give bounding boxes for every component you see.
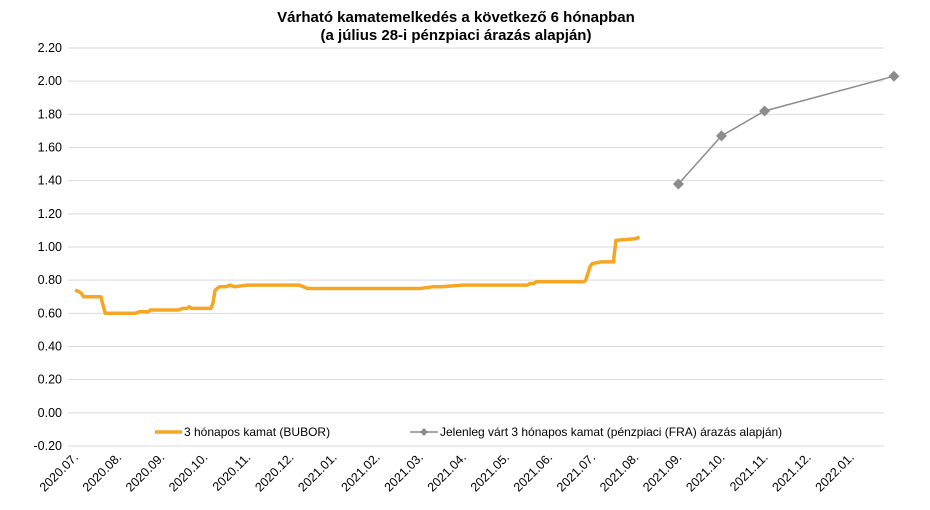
x-tick-label: 2022.01. xyxy=(813,450,857,494)
gridlines xyxy=(68,47,884,447)
y-tick-label: 2.20 xyxy=(38,41,62,55)
data-point-fra xyxy=(672,178,684,190)
legend: 3 hónapos kamat (BUBOR) Jelenleg várt 3 … xyxy=(155,425,782,439)
x-tick-label: 2021.02. xyxy=(339,450,383,494)
x-tick-label: 2020.11. xyxy=(210,450,254,494)
legend-label-fra: Jelenleg várt 3 hónapos kamat (pénzpiaci… xyxy=(440,425,782,439)
x-axis-ticks: 2020.07.2020.08.2020.09.2020.10. 2020.11.… xyxy=(37,450,857,494)
legend-label-bubor: 3 hónapos kamat (BUBOR) xyxy=(184,425,330,439)
x-tick-label: 2020.12. xyxy=(252,450,296,494)
data-point-fra xyxy=(888,70,900,82)
y-axis-ticks: 2.20 2.00 1.80 1.60 1.40 1.20 1.00 0.80 0.60 0.40… xyxy=(34,41,63,453)
x-tick-label: 2021.08. xyxy=(597,450,641,494)
y-tick-label: 1.20 xyxy=(38,207,62,221)
chart-title: Várható kamatemelkedés a következő 6 hón… xyxy=(277,9,635,26)
y-tick-label: 0.40 xyxy=(38,340,62,354)
y-tick-label: 0.60 xyxy=(38,306,62,320)
x-tick-label: 2021.04. xyxy=(425,450,469,494)
series xyxy=(74,70,900,316)
x-tick-label: 2021.11. xyxy=(727,450,771,494)
legend-marker-fra xyxy=(420,428,428,436)
data-point-fra xyxy=(759,105,771,117)
x-tick-label: 2021.01. xyxy=(295,450,339,494)
x-tick-label: 2021.06. xyxy=(511,450,555,494)
x-tick-label: 2020.07. xyxy=(37,450,81,494)
x-tick-label: 2021.07. xyxy=(554,450,598,494)
y-tick-label: 1.00 xyxy=(38,240,62,254)
y-tick-label: 1.80 xyxy=(38,107,62,121)
x-tick-label: 2020.08. xyxy=(80,450,124,494)
y-tick-label: 1.60 xyxy=(38,141,62,155)
y-tick-label: 0.80 xyxy=(38,273,62,287)
x-tick-label: 2020.09. xyxy=(123,450,167,494)
data-point-fra xyxy=(716,130,727,142)
y-tick-label: -0.20 xyxy=(34,439,63,453)
x-tick-label: 2021.10. xyxy=(683,450,727,494)
x-tick-label: 2020.10. xyxy=(166,450,210,494)
chart-subtitle: (a július 28-i pénzpiaci árazás alapján) xyxy=(321,27,592,44)
y-tick-label: 0.00 xyxy=(38,406,62,420)
x-tick-label: 2021.09. xyxy=(640,450,684,494)
y-tick-label: 1.40 xyxy=(38,174,62,188)
y-tick-label: 2.00 xyxy=(38,74,62,88)
series-line-bubor xyxy=(74,235,641,316)
series-line-fra xyxy=(677,75,895,185)
x-tick-label: 2021.12. xyxy=(770,450,814,494)
y-tick-label: 0.20 xyxy=(38,373,62,387)
x-tick-label: 2021.05. xyxy=(468,450,512,494)
x-tick-label: 2021.03. xyxy=(382,450,426,494)
